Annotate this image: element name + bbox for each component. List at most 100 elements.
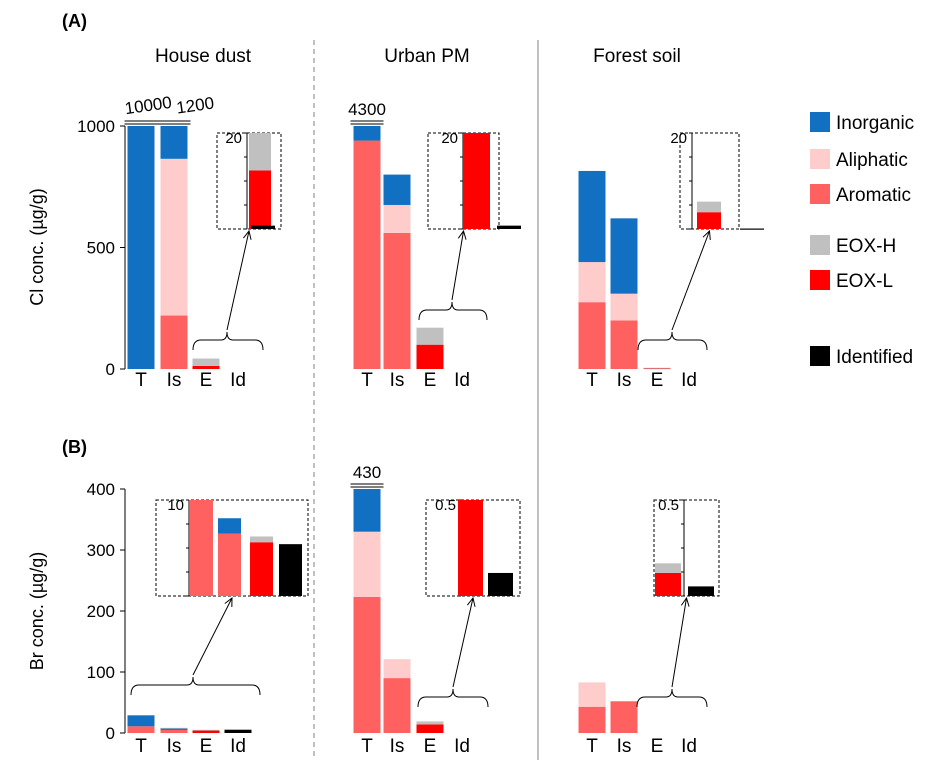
- inset-max-label: 20: [225, 130, 242, 147]
- inset-bar-segment-identified: [279, 544, 302, 596]
- category-label: T: [586, 370, 598, 391]
- inset-frame: [679, 132, 740, 230]
- y-tick-label: 100: [87, 663, 115, 682]
- break-value-label: 4300: [348, 100, 386, 119]
- bar-segment-aromatic: [127, 726, 155, 733]
- bar-segment-eox-l: [416, 344, 444, 369]
- zoom-arrow-head: [224, 596, 233, 608]
- y-tick-label: 400: [87, 480, 115, 499]
- bar-segment-eox-l: [643, 368, 671, 370]
- bar-segment-eox-h: [416, 721, 444, 725]
- legend-label: Inorganic: [836, 113, 914, 134]
- zoom-arrow: [671, 230, 710, 331]
- inset-bar-segment-eox-l: [697, 212, 721, 229]
- category-label: Is: [167, 370, 182, 391]
- category-label: T: [135, 370, 147, 391]
- bar-segment-aromatic: [383, 678, 411, 733]
- inset-bar-segment-aromatic: [218, 533, 241, 596]
- bar-segment-eox-h: [643, 367, 671, 369]
- inset-bar-segment-eox-l: [655, 572, 681, 596]
- legend-label: Identified: [836, 347, 913, 368]
- legend-swatch-eox-h: [810, 235, 830, 255]
- break-value-label: 430: [353, 463, 381, 482]
- inset-bar-segment-inorganic: [218, 518, 241, 534]
- bar-segment-inorganic: [127, 126, 155, 369]
- bar-segment-aromatic: [578, 706, 606, 733]
- bar-segment-aromatic: [353, 140, 381, 369]
- inset-bar-segment-identified: [688, 586, 714, 596]
- category-label: E: [424, 736, 437, 757]
- bar-segment-inorganic: [578, 170, 606, 263]
- zoom-arrow-head: [680, 596, 690, 607]
- legend-swatch-eox-l: [810, 270, 830, 290]
- brace: [130, 676, 261, 696]
- category-label: E: [651, 736, 664, 757]
- category-label: T: [361, 736, 373, 757]
- category-label: E: [424, 370, 437, 391]
- panel-label-a: (A): [62, 11, 87, 31]
- inset-bar-segment-aromatic: [190, 500, 213, 596]
- y-tick-label: 500: [87, 239, 115, 258]
- inset-max-label: 20: [670, 130, 687, 147]
- zoom-arrow-head: [243, 229, 252, 240]
- category-label: Id: [230, 736, 246, 757]
- break-value-label: 10000: [124, 93, 173, 118]
- group-title: Forest soil: [593, 46, 681, 67]
- category-label: E: [200, 736, 213, 757]
- bar-segment-identified: [224, 729, 252, 733]
- y-tick-label: 200: [87, 602, 115, 621]
- inset-frame: [155, 499, 309, 597]
- bar-segment-aromatic: [610, 701, 638, 733]
- bar-segment-aliphatic: [383, 659, 411, 679]
- category-label: T: [586, 736, 598, 757]
- inset-bar-segment-eox-l: [250, 542, 273, 596]
- inset-bar-segment-identified: [497, 225, 521, 229]
- category-label: E: [651, 370, 664, 391]
- bar-segment-aromatic: [353, 596, 381, 733]
- inset-bar-segment-eox-h: [697, 201, 721, 213]
- inset-bar-segment-eox-l: [458, 500, 483, 596]
- brace: [417, 688, 489, 708]
- bar-segment-aliphatic: [610, 293, 638, 321]
- category-label: Id: [230, 370, 246, 391]
- group-title: Urban PM: [384, 46, 470, 67]
- bar-segment-aliphatic: [383, 204, 411, 233]
- brace: [637, 331, 708, 351]
- inset-max-label: 0.5: [435, 497, 456, 514]
- bar-segment-eox-h: [160, 727, 188, 729]
- bar-segment-eox-l: [192, 365, 220, 369]
- legend-swatch-identified: [810, 346, 830, 366]
- bar-segment-inorganic: [160, 728, 188, 730]
- bar-segment-aromatic: [610, 320, 638, 369]
- inset-bar-segment-eox-l: [249, 170, 271, 229]
- panel-label-b: (B): [62, 437, 87, 457]
- bar-segment-eox-h: [416, 327, 444, 345]
- inset-max-label: 0.5: [658, 497, 679, 514]
- y-tick-label: 300: [87, 541, 115, 560]
- legend-swatch-aromatic: [810, 184, 830, 204]
- bar-segment-aliphatic: [160, 158, 188, 316]
- group-title: House dust: [155, 46, 252, 67]
- bar-segment-aromatic: [160, 729, 188, 733]
- zoom-arrow: [452, 597, 474, 688]
- bar-segment-eox-h: [192, 358, 220, 366]
- inset-bar-segment-eox-h: [655, 563, 681, 573]
- category-label: T: [361, 370, 373, 391]
- break-value-label: 1200: [175, 94, 215, 118]
- brace: [418, 301, 488, 321]
- zoom-arrow: [671, 597, 687, 688]
- legend-label: EOX-H: [836, 236, 896, 257]
- bar-segment-inorganic: [127, 715, 155, 727]
- bar-segment-aliphatic: [353, 531, 381, 597]
- bar-segment-aliphatic: [578, 262, 606, 303]
- inset-bar-segment-eox-h: [249, 133, 271, 171]
- category-label: Is: [167, 736, 182, 757]
- category-label: E: [200, 370, 213, 391]
- inset-bar-segment-identified: [488, 572, 513, 596]
- bar-segment-inorganic: [610, 218, 638, 294]
- y-tick-label: 1000: [77, 117, 115, 136]
- bar-segment-aromatic: [578, 302, 606, 369]
- legend-swatch-aliphatic: [810, 149, 830, 169]
- bar-segment-inorganic: [353, 126, 381, 141]
